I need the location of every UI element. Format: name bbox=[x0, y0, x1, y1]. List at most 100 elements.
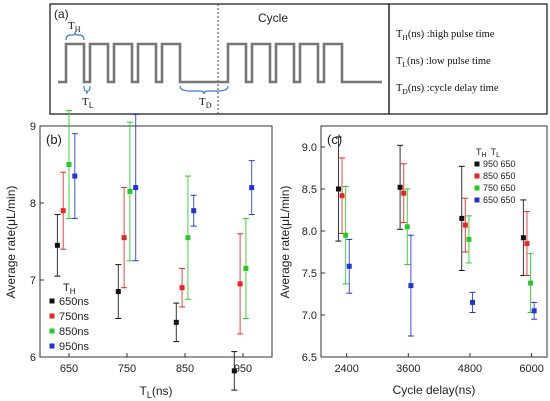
tl-brace-label: TL bbox=[82, 96, 94, 110]
data-point bbox=[115, 289, 121, 295]
panel-c: (c) Average rate(μL/min) Cycle delay(ns)… bbox=[278, 125, 548, 397]
legend-marker bbox=[49, 343, 55, 349]
y-tick-label: 8 bbox=[30, 198, 36, 210]
series-850-650 bbox=[339, 157, 530, 277]
panel-a: (a) Cycle TH TL TD TH(ns) :high pulse ti… bbox=[49, 3, 548, 115]
series-750-650 bbox=[342, 185, 534, 313]
data-point bbox=[459, 215, 465, 221]
panel-c-legend: TH TL 950 650 850 650 750 650 650 650 bbox=[474, 147, 516, 205]
data-point bbox=[462, 222, 468, 228]
data-point bbox=[121, 235, 127, 241]
panel-b-axes: 650 750 850 950 6 7 8 9 bbox=[30, 121, 252, 375]
data-point bbox=[231, 368, 237, 374]
y-tick-label: 9 bbox=[30, 121, 36, 133]
legend-td-text: TD(ns) :cycle delay time bbox=[396, 83, 499, 96]
data-point bbox=[72, 173, 78, 179]
data-point bbox=[185, 235, 191, 241]
y-tick-label: 6 bbox=[30, 352, 36, 364]
legend-label: 650ns bbox=[59, 296, 89, 308]
panel-b: (b) Average rate(μL/min) TL(ns) 650 750 85… bbox=[4, 110, 273, 400]
y-tick-label: 6.5 bbox=[302, 352, 317, 364]
y-tick-label: 7.5 bbox=[302, 268, 317, 280]
legend-marker bbox=[474, 197, 480, 203]
y-tick-label: 9.0 bbox=[302, 142, 317, 154]
data-point bbox=[335, 186, 341, 192]
data-point bbox=[401, 190, 407, 196]
x-tick-label: 650 bbox=[60, 363, 78, 375]
data-point bbox=[54, 242, 60, 248]
td-brace bbox=[179, 85, 229, 95]
th-brace-label: TH bbox=[68, 20, 81, 34]
y-tick-label: 8.5 bbox=[302, 184, 317, 196]
series-950ns bbox=[71, 113, 255, 262]
data-point bbox=[520, 235, 526, 241]
data-point bbox=[397, 184, 403, 190]
panel-a-frame bbox=[49, 3, 390, 115]
td-brace-label: TD bbox=[199, 96, 212, 110]
legend-marker bbox=[49, 298, 55, 304]
panel-b-legend: TH 650ns 750ns 850ns 950ns bbox=[49, 282, 89, 353]
x-tick-label: 6000 bbox=[519, 363, 543, 375]
series-650-650 bbox=[346, 234, 538, 337]
legend-label: 750ns bbox=[59, 311, 89, 323]
legend-label: 850 650 bbox=[483, 171, 516, 181]
data-point bbox=[237, 281, 243, 287]
x-tick-label: 950 bbox=[234, 363, 252, 375]
data-point bbox=[408, 283, 414, 289]
y-tick-label: 7 bbox=[30, 275, 36, 287]
panel-a-legend-frame bbox=[388, 3, 548, 115]
pulse-waveform bbox=[58, 42, 382, 84]
cycle-label: Cycle bbox=[258, 11, 288, 25]
panel-b-plot-frame bbox=[39, 125, 273, 358]
x-tick-label: 3600 bbox=[396, 363, 420, 375]
data-point bbox=[404, 224, 410, 230]
legend-label: 950 650 bbox=[483, 159, 516, 169]
data-point bbox=[466, 236, 472, 242]
panel-c-axes: 2400 3600 4800 6000 6.5 7.0 7.5 8.0 8.5 9.0 bbox=[302, 142, 544, 375]
data-point bbox=[524, 241, 530, 247]
panel-a-tag: (a) bbox=[54, 7, 69, 21]
panel-c-x-axis-label: Cycle delay(ns) bbox=[393, 383, 476, 397]
data-point bbox=[249, 185, 255, 191]
panel-c-y-axis-label: Average rate(μL/min) bbox=[278, 186, 292, 299]
legend-marker bbox=[474, 161, 480, 167]
series-850ns bbox=[66, 110, 249, 319]
legend-marker bbox=[49, 313, 55, 319]
tl-brace bbox=[83, 85, 91, 95]
data-point bbox=[243, 265, 249, 271]
legend-label: 750 650 bbox=[483, 183, 516, 193]
legend-marker bbox=[474, 185, 480, 191]
data-point bbox=[346, 263, 352, 269]
x-tick-label: 4800 bbox=[458, 363, 482, 375]
panel-b-x-axis-label: TL(ns) bbox=[139, 384, 172, 400]
y-tick-label: 7.0 bbox=[302, 310, 317, 322]
legend-th-text: TH(ns) :high pulse time bbox=[396, 29, 495, 42]
series-650ns bbox=[54, 214, 238, 391]
x-tick-label: 750 bbox=[118, 363, 136, 375]
data-point bbox=[343, 232, 349, 238]
y-tick-label: 8.0 bbox=[302, 226, 317, 238]
series-750ns bbox=[60, 171, 244, 335]
th-brace bbox=[65, 31, 85, 41]
panel-b-tag: (b) bbox=[46, 132, 62, 147]
x-tick-label: 850 bbox=[176, 363, 194, 375]
panel-c-legend-title: TH TL bbox=[476, 147, 500, 159]
legend-label: 650 650 bbox=[483, 195, 516, 205]
data-point bbox=[127, 188, 133, 194]
panel-c-tag: (c) bbox=[327, 132, 342, 147]
data-point bbox=[191, 208, 197, 214]
legend-tl-text: TL(ns) :low pulse time bbox=[396, 56, 491, 69]
legend-label: 950ns bbox=[59, 341, 89, 353]
data-point bbox=[470, 299, 476, 305]
x-tick-label: 2400 bbox=[334, 363, 358, 375]
legend-marker bbox=[49, 328, 55, 334]
series-950-650 bbox=[335, 136, 527, 277]
panel-c-data-marks bbox=[335, 136, 538, 337]
data-point bbox=[133, 185, 139, 191]
data-point bbox=[66, 162, 72, 167]
panel-b-data-marks bbox=[54, 110, 255, 391]
panel-b-legend-title: TH bbox=[63, 282, 76, 296]
panel-b-y-axis-label: Average rate(μL/min) bbox=[4, 186, 18, 299]
data-point bbox=[531, 308, 537, 314]
